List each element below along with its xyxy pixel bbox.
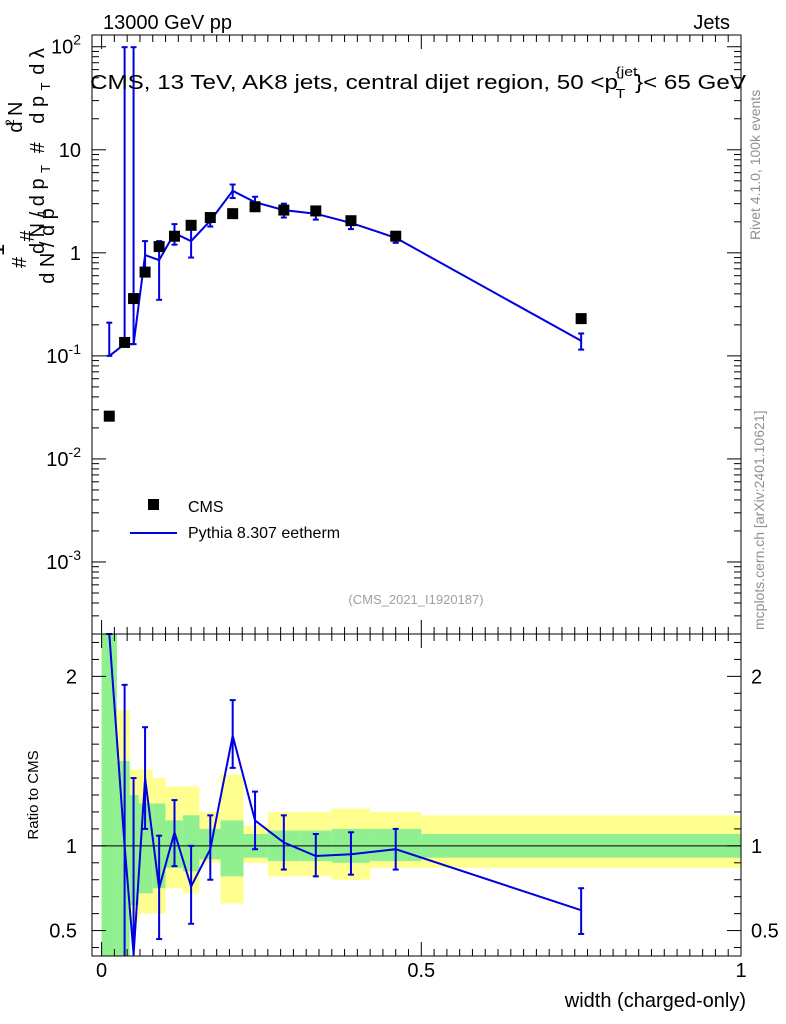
- x-tick-label: 0.5: [407, 960, 435, 982]
- svg-text:# 1 d N / d p: # 1 d N / d p T # d N 2 d p T d λ: [0, 48, 55, 268]
- header-jets-label: Jets: [693, 12, 730, 34]
- cms-data-points: [103, 201, 587, 422]
- cms-point: [139, 266, 151, 278]
- main-y-tick-labels: 10-3 10-2 10-1 1 10 102: [46, 32, 81, 574]
- ratio-y-tick-label-right: 1: [751, 836, 762, 858]
- y-tick-label: 1: [70, 243, 81, 265]
- x-tick-label: 0: [96, 960, 107, 982]
- ratio-y-tick-label: 0.5: [49, 921, 77, 943]
- cms-point: [227, 208, 239, 220]
- x-tick-labels: 0 0.5 1: [96, 960, 747, 982]
- ratio-band-green: [101, 634, 117, 956]
- cms-point: [310, 205, 322, 217]
- y-tick-label: 102: [51, 32, 81, 59]
- cms-point: [278, 204, 290, 216]
- x-axis-label: width (charged-only): [564, 990, 746, 1012]
- svg-text:#d N / d p1: #d N / d p1: [17, 208, 59, 284]
- cms-point: [128, 293, 140, 305]
- ratio-uncertainty-bands: [101, 634, 741, 956]
- y-tick-label: 10-3: [46, 547, 81, 574]
- ratio-band-green: [220, 820, 244, 877]
- ratio-y-tick-label-right: 2: [751, 666, 762, 688]
- y-tick-label: 10-2: [46, 444, 81, 471]
- ratio-y-tick-label: 1: [66, 836, 77, 858]
- header-energy-label: 13000 GeV pp: [103, 12, 232, 34]
- rivet-version-label: Rivet 4.1.0, 100k events: [747, 90, 763, 240]
- ratio-line: [108, 633, 582, 955]
- ratio-axis-ticks: [92, 634, 742, 956]
- x-tick-label: 1: [735, 960, 746, 982]
- cms-point: [153, 241, 165, 253]
- cms-point: [185, 219, 197, 231]
- ratio-band-green: [116, 761, 130, 956]
- main-plot-frame: [91, 34, 742, 635]
- mc-line: [108, 189, 582, 357]
- main-axis-ticks: [92, 35, 742, 635]
- plot-title: CMS, 13 TeV, AK8 jets, central dijet reg…: [90, 64, 747, 101]
- cms-point: [575, 313, 587, 325]
- legend-cms-marker: [148, 499, 159, 510]
- ratio-y-tick-label-right: 0.5: [751, 921, 779, 943]
- main-y-axis-label-full: # 1 d N / d p T # d N 2 d p T d λ: [0, 48, 55, 268]
- mcplots-label: mcplots.cern.ch [arXiv:2401.10621]: [751, 411, 767, 630]
- legend-mc-label: Pythia 8.307 eetherm: [188, 525, 340, 542]
- cms-point: [249, 201, 261, 213]
- cms-point: [168, 230, 180, 242]
- cms-point: [103, 410, 115, 422]
- y-tick-label: 10: [59, 140, 81, 162]
- cms-point: [345, 215, 357, 227]
- ratio-band-green: [182, 815, 200, 872]
- legend-cms-label: CMS: [188, 499, 224, 516]
- ratio-y-tick-labels: 0.5 0.5 1 1 2 2: [49, 666, 779, 942]
- ratio-y-tick-label: 2: [66, 666, 77, 688]
- cms-point: [119, 336, 131, 348]
- cms-point: [390, 230, 402, 242]
- ratio-y-axis-label: Ratio to CMS: [25, 750, 42, 839]
- main-y-axis-label: #d N / d p1: [17, 208, 59, 284]
- analysis-watermark: (CMS_2021_I1920187): [348, 592, 483, 607]
- y-tick-label: 10-1: [46, 341, 81, 368]
- cms-point: [204, 212, 216, 224]
